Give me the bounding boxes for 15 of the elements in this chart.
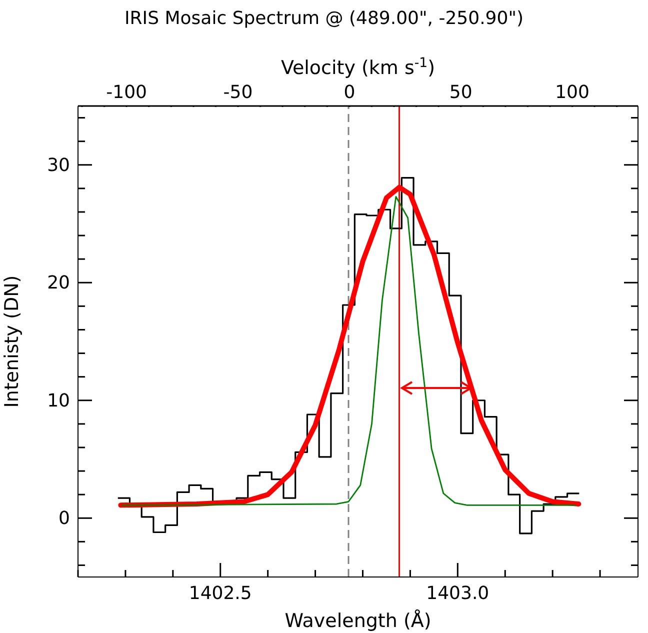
x-tick-label: 1402.5 (188, 583, 252, 604)
x2-axis-title: Velocity (km s$^{-1}$) (280, 56, 436, 79)
x-axis-title: Wavelength (Å) (284, 609, 432, 632)
x2-tick-label: 100 (555, 82, 590, 103)
x2-tick-label: 50 (449, 82, 472, 103)
y-axis-title: Intenisty (DN) (1, 275, 23, 408)
chart-title: IRIS Mosaic Spectrum @ (489.00", -250.90") (123, 8, 524, 29)
x2-tick-label: -100 (106, 82, 148, 103)
y-tick-label: 30 (47, 154, 70, 176)
y-tick-label: 10 (47, 390, 70, 412)
y-tick-label: 20 (47, 272, 70, 294)
x2-tick-label: 0 (344, 82, 356, 103)
x2-tick-label: -50 (223, 82, 253, 103)
x-tick-label: 1403.0 (426, 583, 490, 604)
y-tick-label: 0 (58, 508, 70, 530)
